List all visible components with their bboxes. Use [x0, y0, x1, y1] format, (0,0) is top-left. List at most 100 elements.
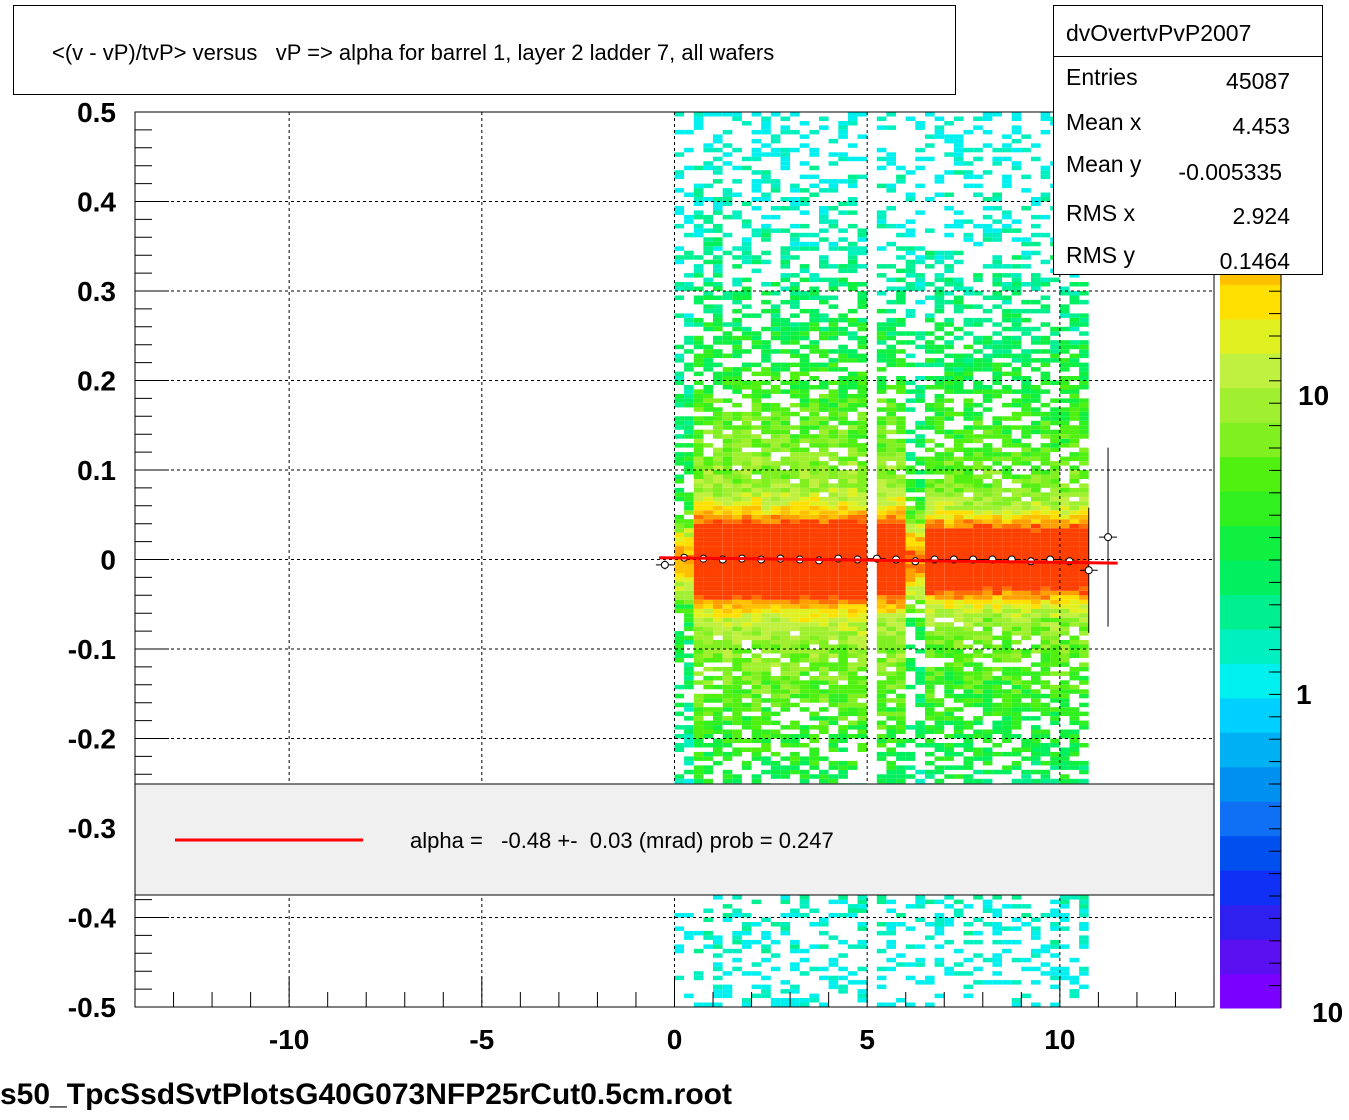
heatmap-cell: [741, 658, 752, 663]
heatmap-cell: [790, 666, 800, 672]
heatmap-cell: [761, 470, 771, 475]
heatmap-cell: [732, 456, 742, 462]
heatmap-cell: [732, 698, 742, 703]
heatmap-cell: [1021, 250, 1031, 256]
heatmap-cell: [953, 371, 964, 377]
heatmap-cell: [1079, 666, 1089, 672]
heatmap-cell: [741, 675, 752, 681]
heatmap-cell: [905, 429, 916, 435]
heatmap-cell: [847, 635, 858, 641]
heatmap-cell: [732, 483, 742, 488]
heatmap-cell: [1050, 331, 1060, 336]
heatmap-cell: [780, 998, 791, 1003]
heatmap-cell: [915, 537, 925, 542]
heatmap-cell: [944, 479, 954, 484]
heatmap-cell: [770, 228, 781, 233]
heatmap-cell: [973, 751, 983, 757]
heatmap-cell: [1040, 514, 1051, 520]
heatmap-cell: [1011, 546, 1022, 551]
heatmap-cell: [953, 367, 964, 372]
heatmap-cell: [684, 613, 694, 618]
heatmap-cell: [1069, 975, 1080, 981]
heatmap-cell: [751, 689, 762, 694]
heatmap-cell: [732, 438, 742, 444]
heatmap-cell: [1040, 416, 1051, 421]
heatmap-cell: [674, 604, 685, 609]
heatmap-cell: [693, 340, 704, 345]
heatmap-cell: [992, 206, 1002, 211]
heatmap-cell: [799, 555, 810, 560]
heatmap-cell: [1011, 326, 1022, 332]
heatmap-cell: [1040, 640, 1051, 645]
heatmap-cell: [905, 362, 916, 368]
heatmap-cell: [799, 277, 810, 283]
heatmap-cell: [1069, 671, 1080, 676]
heatmap-cell: [992, 192, 1002, 197]
heatmap-cell: [973, 734, 983, 739]
heatmap-cell: [809, 291, 819, 296]
heatmap-cell: [886, 519, 896, 524]
heatmap-cell: [741, 461, 752, 466]
heatmap-cell: [799, 483, 810, 488]
heatmap-cell: [973, 452, 983, 457]
heatmap-cell: [684, 250, 694, 256]
heatmap-cell: [992, 479, 1002, 484]
heatmap-cell: [790, 434, 800, 439]
heatmap-cell: [693, 192, 704, 197]
heatmap-cell: [973, 528, 983, 533]
heatmap-cell: [809, 908, 819, 913]
heatmap-cell: [1079, 550, 1089, 555]
heatmap-cell: [1069, 340, 1080, 345]
heatmap-cell: [973, 939, 983, 945]
heatmap-cell: [1069, 604, 1080, 609]
heatmap-cell: [770, 702, 781, 708]
heatmap-cell: [925, 702, 935, 708]
heatmap-cell: [838, 716, 848, 721]
heatmap-cell: [857, 989, 868, 994]
heatmap-cell: [693, 487, 704, 493]
heatmap-cell: [1021, 595, 1031, 600]
heatmap-cell: [1079, 532, 1089, 538]
heatmap-cell: [1002, 308, 1012, 314]
heatmap-cell: [896, 774, 906, 779]
heatmap-cell: [674, 532, 685, 538]
heatmap-cell: [896, 487, 906, 493]
heatmap-cell: [799, 756, 810, 761]
heatmap-cell: [761, 684, 771, 690]
heatmap-cell: [751, 675, 762, 681]
heatmap-cell: [953, 734, 964, 739]
heatmap-cell: [1059, 926, 1070, 931]
heatmap-cell: [953, 604, 964, 609]
heatmap-cell: [1031, 917, 1041, 922]
heatmap-cell: [809, 760, 819, 766]
heatmap-cell: [770, 206, 781, 211]
heatmap-cell: [732, 380, 742, 385]
heatmap-cell: [770, 711, 781, 717]
heatmap-cell: [819, 568, 829, 573]
heatmap-cell: [992, 147, 1002, 153]
heatmap-cell: [1050, 617, 1060, 623]
heatmap-cell: [828, 389, 839, 394]
heatmap-cell: [953, 277, 964, 283]
heatmap-cell: [751, 778, 762, 784]
heatmap-cell: [963, 747, 974, 752]
heatmap-cell: [790, 452, 800, 457]
heatmap-cell: [992, 219, 1002, 224]
heatmap-cell: [876, 219, 887, 224]
heatmap-cell: [905, 532, 916, 538]
heatmap-cell: [915, 528, 925, 533]
heatmap-cell: [684, 662, 694, 667]
heatmap-cell: [934, 295, 945, 300]
heatmap-cell: [761, 487, 771, 493]
heatmap-cell: [925, 622, 935, 627]
heatmap-cell: [1040, 496, 1051, 502]
heatmap-cell: [1002, 438, 1012, 444]
heatmap-cell: [1079, 537, 1089, 542]
heatmap-cell: [982, 528, 993, 533]
heatmap-cell: [703, 666, 713, 672]
heatmap-cell: [770, 590, 781, 596]
heatmap-cell: [693, 461, 704, 466]
heatmap-cell: [876, 501, 887, 506]
heatmap-cell: [982, 510, 993, 515]
heatmap-cell: [982, 698, 993, 703]
